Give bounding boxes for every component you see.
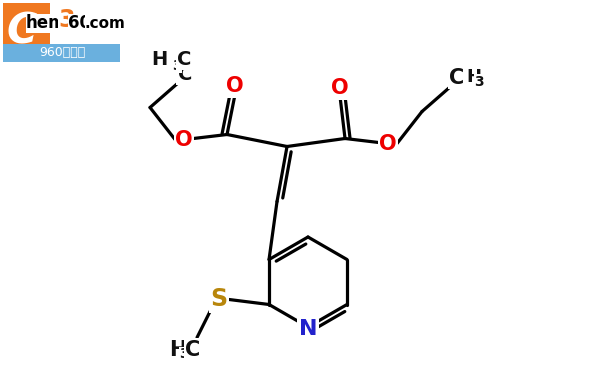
Text: 60: 60 [68, 14, 91, 32]
Text: C: C [178, 65, 192, 84]
Text: 3: 3 [179, 348, 189, 362]
Text: 3: 3 [474, 75, 483, 88]
Text: hem: hem [26, 14, 67, 32]
Text: H: H [169, 339, 186, 360]
Text: 3: 3 [172, 58, 182, 72]
Text: 960化工网: 960化工网 [39, 46, 85, 60]
Text: H: H [466, 69, 481, 87]
Text: O: O [226, 76, 244, 96]
Text: N: N [299, 319, 317, 339]
Text: C: C [6, 11, 36, 53]
Text: .com: .com [85, 15, 126, 30]
Text: C: C [450, 68, 465, 87]
Text: 3: 3 [58, 8, 74, 32]
Polygon shape [3, 3, 50, 60]
Text: S: S [211, 288, 227, 312]
Text: O: O [175, 129, 193, 150]
FancyBboxPatch shape [3, 44, 120, 62]
Text: C: C [177, 50, 191, 69]
Text: H: H [151, 50, 167, 69]
Text: C: C [185, 339, 200, 360]
Text: O: O [331, 78, 349, 99]
Text: O: O [379, 134, 397, 153]
